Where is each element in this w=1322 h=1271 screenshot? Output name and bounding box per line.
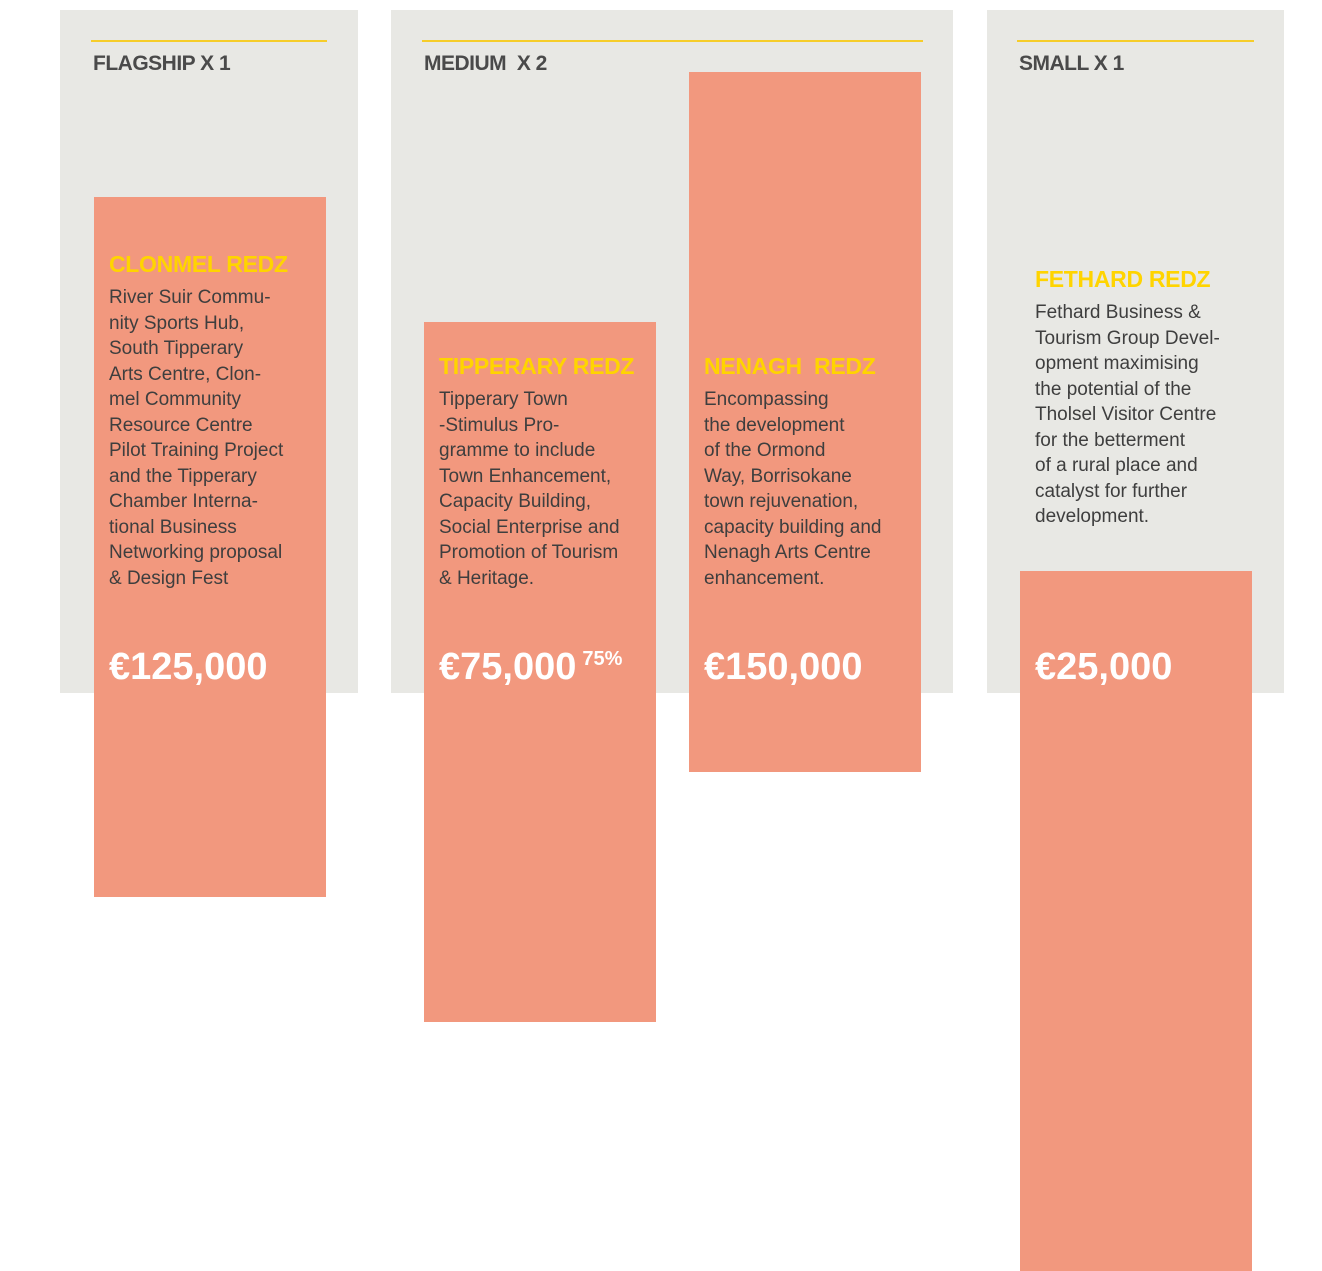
description-line: Chamber Interna- — [109, 491, 258, 512]
description-line: Way, Borrisokane — [704, 465, 852, 487]
description-line: & Heritage. — [439, 567, 535, 589]
description-line: Tholsel Visitor Centre — [1035, 404, 1217, 425]
funding-bar — [689, 72, 921, 772]
description-line: nity Sports Hub, — [109, 312, 245, 334]
amount-value: €150,000 — [704, 646, 863, 688]
amount: €75,000 75% — [439, 646, 622, 689]
description-line: and the Tipperary — [109, 465, 257, 487]
description-line: opment maximising — [1035, 353, 1199, 374]
description-line: Nenagh Arts Centre — [704, 542, 871, 563]
description-line: mel Community — [109, 389, 241, 410]
description-line: Fethard Business & — [1035, 302, 1201, 323]
description-line: tional Business — [109, 516, 237, 538]
description-line: Social Enterprise and — [439, 516, 620, 538]
description-line: Tipperary Town — [439, 389, 568, 410]
amount-note: 75% — [582, 648, 623, 671]
amount-value: €25,000 — [1035, 646, 1173, 688]
description-line: Tourism Group Devel- — [1035, 327, 1220, 349]
panel-heading: MEDIUM X 2 — [424, 52, 547, 75]
description-line: Pilot Training Project — [109, 440, 284, 461]
item-title: NENAGH REDZ — [704, 353, 876, 379]
description-line: the development — [704, 414, 845, 436]
description-line: & Design Fest — [109, 567, 229, 589]
description-line: Promotion of Tourism — [439, 542, 619, 563]
item-title: FETHARD REDZ — [1035, 266, 1211, 292]
description-line: the potential of the — [1035, 378, 1192, 400]
description-line: Encompassing — [704, 389, 829, 410]
amount-value: €125,000 — [109, 646, 268, 688]
divider-rule — [1017, 40, 1254, 42]
description-line: town rejuvenation, — [704, 491, 859, 512]
amount-value: €75,000 — [439, 646, 577, 688]
item-title: TIPPERARY REDZ — [439, 353, 635, 379]
panel-heading: FLAGSHIP X 1 — [93, 52, 231, 75]
description-line: Capacity Building, — [439, 491, 592, 512]
description-line: of a rural place and — [1035, 455, 1198, 476]
description-line: Resource Centre — [109, 414, 253, 436]
description-line: for the betterment — [1035, 429, 1185, 451]
amount: €150,000 — [704, 646, 863, 689]
item-title: CLONMEL REDZ — [109, 251, 288, 277]
description-line: Networking proposal — [109, 542, 283, 563]
description-line: South Tipperary — [109, 338, 244, 359]
divider-rule — [91, 40, 327, 42]
description-line: development. — [1035, 506, 1150, 527]
page: FLAGSHIP X 1 CLONMEL REDZ River Suir Commu… — [60, 10, 1284, 1271]
description-line: enhancement. — [704, 567, 825, 589]
description-line: River Suir Commu- — [109, 287, 271, 308]
description-line: Town Enhancement, — [439, 465, 612, 487]
panel-heading: SMALL X 1 — [1019, 52, 1124, 75]
description-line: of the Ormond — [704, 440, 826, 461]
amount: €125,000 — [109, 646, 268, 689]
divider-rule — [422, 40, 923, 42]
description-line: gramme to include — [439, 440, 596, 461]
description-line: capacity building and — [704, 516, 882, 538]
description-line: catalyst for further — [1035, 480, 1188, 502]
description-line: Arts Centre, Clon- — [109, 363, 262, 385]
amount: €25,000 — [1035, 646, 1172, 689]
description-line: -Stimulus Pro- — [439, 414, 560, 436]
